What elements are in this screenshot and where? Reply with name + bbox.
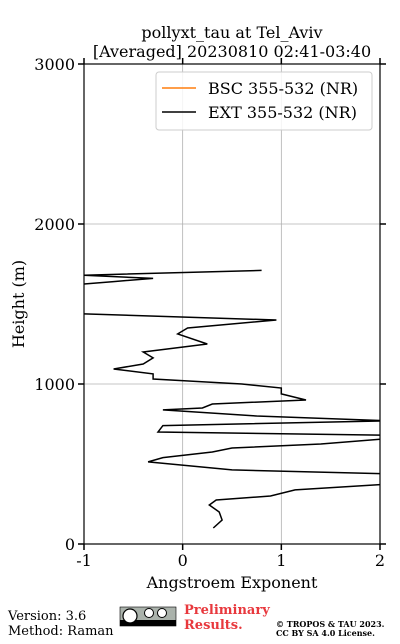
- license: CC BY SA 4.0 License.: [276, 628, 375, 638]
- legend-label: BSC 355-532 (NR): [208, 79, 358, 98]
- chart-subtitle: [Averaged] 20230810 02:41-03:40: [93, 42, 371, 61]
- y-axis-label: Height (m): [9, 260, 28, 348]
- cc-badge: [119, 606, 177, 627]
- data-line: [84, 269, 380, 529]
- chart-title: pollyxt_tau at Tel_Aviv: [141, 23, 322, 42]
- legend-label: EXT 355-532 (NR): [208, 103, 357, 122]
- preliminary-note: Preliminary Results.: [184, 603, 270, 633]
- x-tick-label: 1: [276, 551, 286, 570]
- preliminary-text: Preliminary Results.: [184, 603, 270, 633]
- y-tick-label: 2000: [34, 215, 75, 234]
- x-axis-label: Angstroem Exponent: [146, 573, 318, 592]
- preliminary-line: Results.: [184, 618, 243, 633]
- version: Version: 3.6: [7, 609, 86, 624]
- y-tick-label: 0: [65, 535, 75, 554]
- x-tick-label: 2: [375, 551, 385, 570]
- plot-frame: [83, 63, 381, 545]
- preliminary-line: Preliminary: [184, 603, 270, 618]
- x-tick-label: -1: [76, 551, 92, 570]
- copyright: © TROPOS & TAU 2023.: [276, 619, 385, 629]
- x-tick-label: 0: [178, 551, 188, 570]
- y-tick-label: 1000: [34, 375, 75, 394]
- legend-box: [155, 71, 373, 131]
- y-tick-label: 3000: [34, 55, 75, 74]
- method: Method: Raman: [8, 624, 114, 639]
